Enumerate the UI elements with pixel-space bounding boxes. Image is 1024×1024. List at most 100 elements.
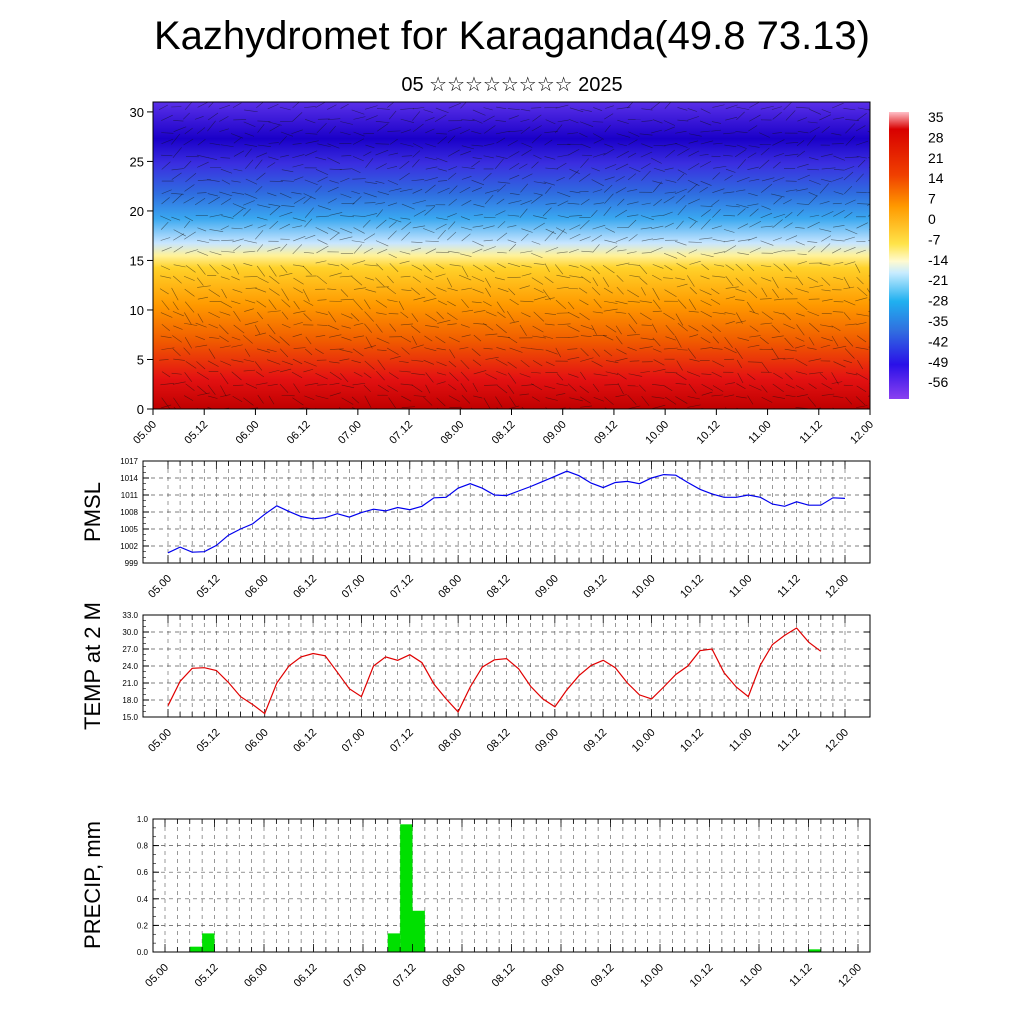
wind-barb bbox=[592, 383, 600, 392]
wind-barb bbox=[233, 324, 245, 334]
wind-barb bbox=[436, 348, 446, 351]
wind-barb bbox=[761, 177, 775, 182]
wind-barb bbox=[545, 202, 557, 205]
wind-barb bbox=[304, 207, 314, 218]
time-tick-label: 11.00 bbox=[738, 962, 765, 989]
cross-section-time-axis: 05.00 05.12 06.00 06.12 07.00 07.12 08.00 08.12… bbox=[131, 409, 876, 447]
wind-barb bbox=[555, 104, 569, 109]
wind-barb bbox=[317, 239, 328, 245]
wind-barb bbox=[833, 169, 845, 171]
wind-barb bbox=[221, 301, 233, 308]
wind-barb bbox=[855, 125, 866, 132]
wind-barbs bbox=[158, 102, 870, 412]
wind-barb bbox=[257, 120, 271, 122]
wind-barb bbox=[628, 139, 638, 145]
wind-barb bbox=[460, 150, 472, 156]
wind-barb bbox=[413, 395, 426, 397]
wind-barb bbox=[557, 323, 571, 326]
wind-barb bbox=[400, 143, 414, 147]
y-tick-label: 0.2 bbox=[137, 921, 149, 930]
wind-barb bbox=[821, 109, 832, 114]
wind-barb bbox=[255, 371, 265, 378]
wind-barb bbox=[425, 128, 435, 134]
wind-barb bbox=[689, 287, 697, 295]
wind-barb bbox=[605, 360, 619, 364]
wind-barb bbox=[244, 321, 259, 326]
wind-barb bbox=[245, 287, 257, 289]
wind-barb bbox=[184, 220, 191, 229]
wind-barb bbox=[749, 114, 761, 122]
wind-barb bbox=[209, 239, 220, 242]
wind-barb bbox=[531, 252, 543, 259]
wind-barb bbox=[747, 395, 754, 405]
wind-barb bbox=[677, 323, 688, 332]
wind-barb bbox=[305, 348, 313, 356]
wind-barb bbox=[436, 133, 447, 135]
colorbar-label: 21 bbox=[928, 150, 944, 166]
wind-barb bbox=[723, 215, 736, 217]
wind-barb bbox=[760, 322, 773, 325]
wind-barb bbox=[483, 397, 491, 409]
wind-barb bbox=[688, 298, 697, 311]
time-tick-label: 05.12 bbox=[193, 962, 221, 990]
wind-barb bbox=[627, 289, 640, 298]
wind-barb bbox=[375, 219, 387, 229]
wind-barb bbox=[230, 133, 244, 139]
wind-barb bbox=[171, 287, 179, 301]
wind-barb bbox=[231, 359, 244, 363]
wind-barb bbox=[867, 192, 870, 194]
wind-barb bbox=[375, 120, 390, 124]
wind-barb bbox=[674, 188, 687, 195]
wind-barb bbox=[567, 311, 580, 319]
wind-barb bbox=[785, 141, 799, 144]
wind-barb bbox=[833, 276, 844, 281]
wind-barb bbox=[257, 144, 271, 148]
wind-barb bbox=[293, 176, 304, 181]
wind-barb bbox=[580, 371, 586, 380]
wind-barb bbox=[652, 287, 660, 301]
wind-barb bbox=[617, 119, 629, 124]
wind-barb bbox=[388, 188, 402, 192]
wind-barb bbox=[712, 275, 726, 278]
wind-barb bbox=[593, 397, 605, 402]
wind-barb bbox=[279, 336, 290, 346]
wind-barb bbox=[854, 263, 861, 273]
wind-barb bbox=[760, 105, 774, 110]
wind-barb bbox=[796, 324, 805, 336]
wind-barb bbox=[687, 116, 700, 121]
time-tick-label: 08.12 bbox=[490, 962, 518, 990]
wind-barb bbox=[434, 114, 447, 122]
wind-barb bbox=[400, 129, 411, 134]
wind-barb bbox=[725, 321, 735, 325]
wind-barb bbox=[159, 288, 169, 295]
wind-barb bbox=[218, 324, 229, 335]
wind-barb bbox=[677, 119, 689, 122]
wind-barb bbox=[173, 120, 184, 122]
wind-barb bbox=[677, 205, 687, 216]
wind-barb bbox=[497, 184, 506, 193]
wind-barb bbox=[486, 410, 498, 412]
wind-barb bbox=[436, 311, 444, 320]
wind-barb bbox=[449, 349, 456, 359]
wind-barb bbox=[532, 114, 542, 122]
wind-barb bbox=[386, 347, 399, 355]
wind-barb bbox=[821, 337, 833, 342]
wind-barb bbox=[773, 372, 783, 379]
wind-barb bbox=[725, 286, 739, 289]
wind-barb bbox=[495, 358, 508, 366]
wind-barb bbox=[758, 159, 770, 170]
wind-barb bbox=[785, 383, 795, 389]
wind-barb bbox=[161, 132, 174, 134]
wind-barb bbox=[363, 247, 374, 254]
wind-barb bbox=[483, 239, 493, 242]
time-tick-label: 05.00 bbox=[146, 573, 174, 601]
wind-barb bbox=[856, 249, 866, 254]
wind-barb bbox=[353, 335, 365, 338]
wind-barb bbox=[652, 264, 664, 269]
wind-barb bbox=[641, 252, 652, 254]
wind-barb bbox=[411, 344, 424, 349]
wind-barb bbox=[783, 263, 792, 273]
wind-barb bbox=[472, 359, 482, 367]
wind-barb bbox=[435, 273, 446, 278]
wind-barb bbox=[652, 299, 661, 310]
